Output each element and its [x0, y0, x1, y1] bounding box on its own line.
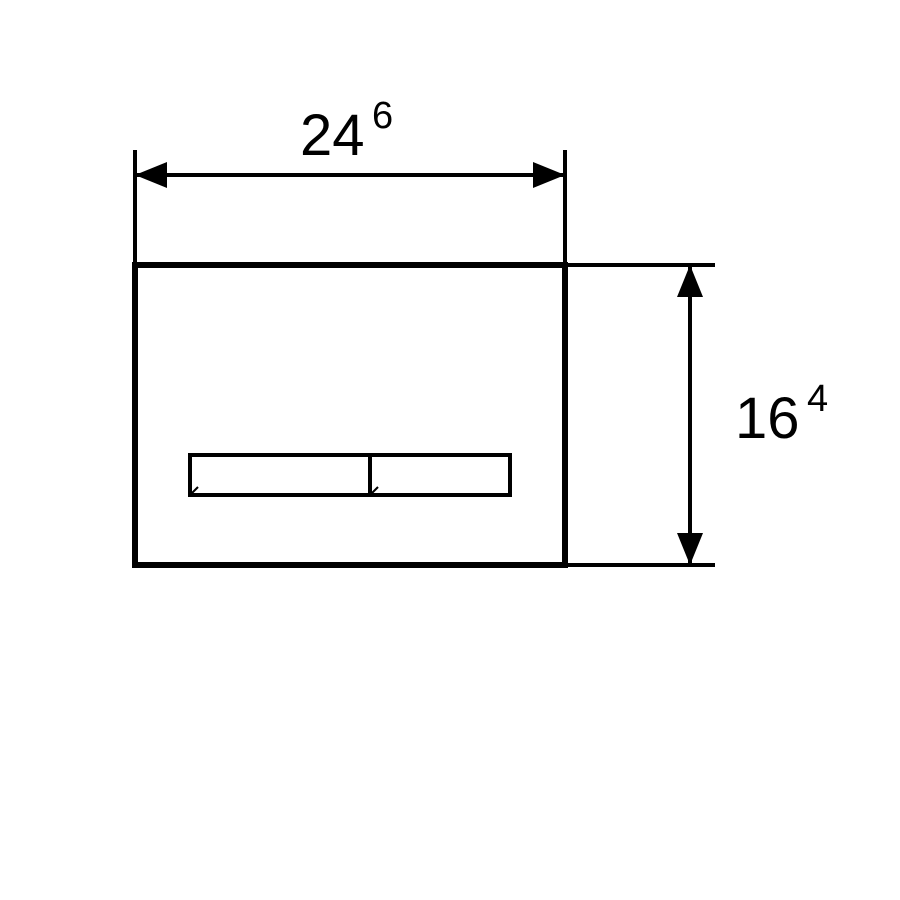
v-dim-value: 16 [735, 386, 800, 451]
h-arrow-left [135, 162, 167, 188]
h-dim-value-sup: 6 [372, 95, 393, 137]
v-dim-value-sup: 4 [807, 378, 828, 420]
dimension-drawing: 246 164 [0, 0, 900, 900]
v-arrow-bottom [677, 533, 703, 565]
inner-bar [190, 455, 510, 495]
h-arrow-right [533, 162, 565, 188]
plate-outline [135, 265, 565, 565]
v-arrow-top [677, 265, 703, 297]
h-dim-value: 24 [300, 103, 365, 168]
